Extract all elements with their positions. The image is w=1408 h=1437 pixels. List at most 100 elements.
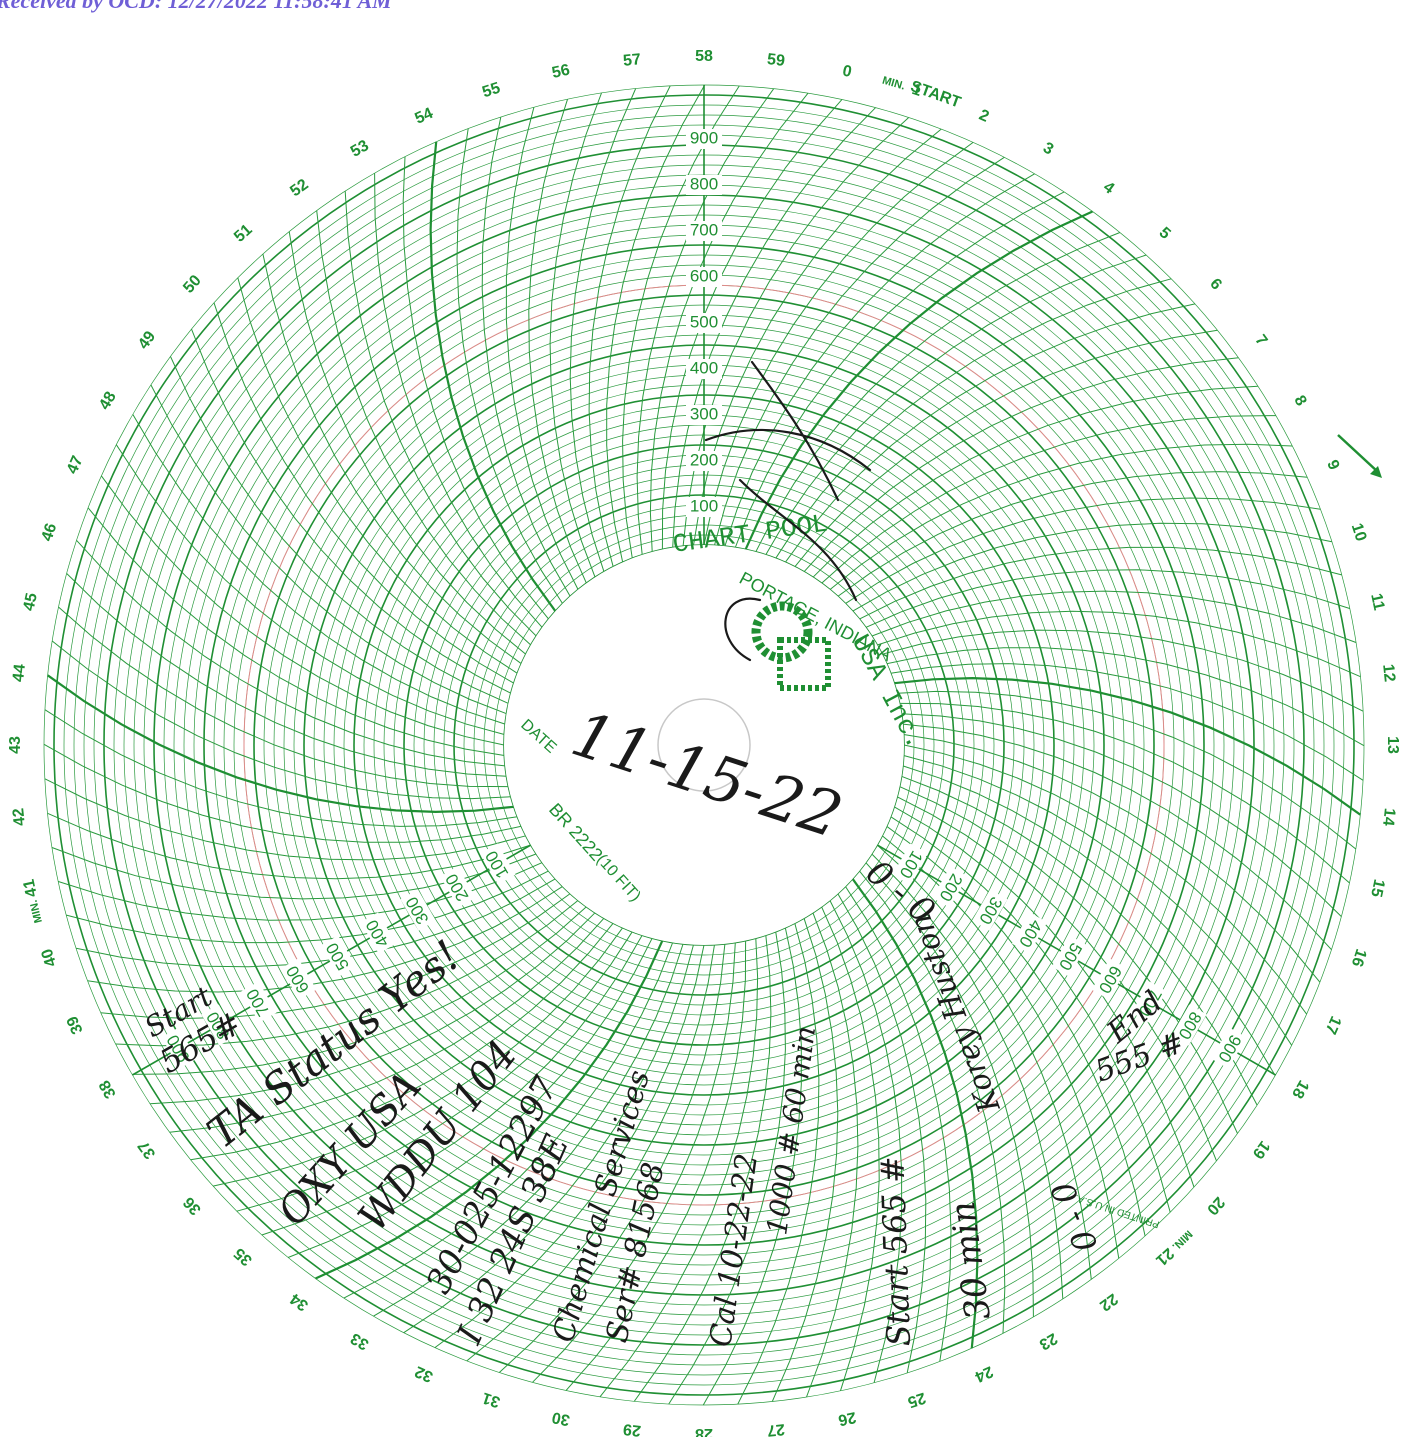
time-arc xyxy=(87,885,563,993)
time-arc xyxy=(100,475,505,746)
minute-label: 48 xyxy=(96,389,120,413)
minute-label: 30 xyxy=(550,1408,571,1428)
minute-label: 42 xyxy=(10,807,29,827)
time-arc xyxy=(821,906,880,1391)
minute-label: 58 xyxy=(695,48,713,65)
minute-label: 45 xyxy=(21,591,41,612)
min-label: MIN. xyxy=(1169,1228,1194,1253)
time-arc xyxy=(87,507,505,756)
time-arc xyxy=(66,573,507,777)
time-arc xyxy=(803,357,1239,573)
minute-label: 0 xyxy=(841,62,853,81)
time-arc xyxy=(456,128,564,604)
scale-label: 900 xyxy=(690,128,718,147)
time-arc xyxy=(821,415,1276,584)
minute-label: 9 xyxy=(1323,458,1342,473)
time-arc xyxy=(902,765,1276,1076)
hand-line14: 0 - 0 xyxy=(1043,1176,1105,1257)
minute-label: 37 xyxy=(135,1137,159,1161)
minute-label: 50 xyxy=(180,272,205,297)
minute-label: 8 xyxy=(1290,393,1309,409)
minute-label: 41 xyxy=(21,877,41,898)
time-arc xyxy=(812,385,1258,578)
time-arc xyxy=(859,870,1006,1334)
time-arc xyxy=(58,606,509,788)
minute-label: 16 xyxy=(1348,947,1370,969)
minute-label: 28 xyxy=(695,1425,713,1437)
time-arc xyxy=(51,640,511,800)
time-arc xyxy=(565,940,747,1391)
minute-label: 35 xyxy=(231,1244,256,1269)
time-arc xyxy=(169,917,605,1133)
pressure-scales: 1002003004005006007008009001002003004005… xyxy=(132,85,1276,1076)
time-arc xyxy=(373,943,684,1317)
time-arc xyxy=(315,940,664,1280)
time-arc xyxy=(865,862,1034,1317)
time-arc xyxy=(837,471,1308,597)
minute-label: 4 xyxy=(1100,179,1117,198)
center-hole xyxy=(657,698,751,792)
start-label: START xyxy=(908,78,963,112)
time-arc xyxy=(288,231,527,655)
minute-label: 3 xyxy=(1040,139,1056,158)
time-arc xyxy=(213,302,515,684)
scale-label: 100 xyxy=(690,496,718,515)
time-arc xyxy=(744,210,1093,550)
time-arc xyxy=(806,912,859,1398)
minute-label: 6 xyxy=(1206,275,1225,293)
time-arc xyxy=(150,384,507,715)
time-arc xyxy=(871,853,1064,1299)
minute-label: 12 xyxy=(1379,663,1398,683)
time-arc xyxy=(66,870,549,944)
minute-label: 44 xyxy=(10,663,29,683)
time-arc xyxy=(466,944,715,1362)
hand-line8: Cal 10-22-22 xyxy=(703,1151,765,1349)
time-arc xyxy=(672,107,876,548)
time-arc xyxy=(115,900,579,1047)
minute-label: 7 xyxy=(1251,332,1270,349)
time-arc xyxy=(903,755,1293,1046)
minute-label: 51 xyxy=(231,221,256,246)
time-arc xyxy=(569,88,637,572)
time-arc xyxy=(901,713,1342,917)
time-arc xyxy=(528,99,587,584)
time-arc xyxy=(599,938,759,1398)
hand-line12: 30 min xyxy=(943,1199,999,1323)
scale-label: 800 xyxy=(690,174,718,193)
time-arc xyxy=(871,590,1357,643)
time-arc xyxy=(877,610,1361,678)
minute-label: 2 xyxy=(976,107,991,126)
hand-line10: Start 565 # xyxy=(873,1156,918,1347)
minute-label: 40 xyxy=(39,946,61,968)
time-arc xyxy=(44,778,526,861)
cp-logo-icon xyxy=(751,601,831,691)
time-arc xyxy=(588,85,671,567)
time-arc xyxy=(865,569,1350,628)
minute-label: 18 xyxy=(1288,1077,1312,1101)
minute-label: 13 xyxy=(1384,736,1401,754)
time-arc xyxy=(47,674,514,814)
minute-label: 27 xyxy=(766,1420,786,1437)
time-arc xyxy=(649,92,809,552)
time-arc xyxy=(150,912,596,1105)
time-arc xyxy=(403,944,694,1334)
time-arc xyxy=(737,923,820,1405)
time-arc xyxy=(481,117,571,597)
minute-label: 36 xyxy=(180,1193,205,1218)
time-arc xyxy=(897,690,1357,850)
time-arc xyxy=(212,927,624,1187)
scale-label: 400 xyxy=(690,358,718,377)
time-arc xyxy=(344,191,537,637)
time-arc xyxy=(902,723,1332,951)
minute-label: 17 xyxy=(1321,1013,1344,1036)
time-arc xyxy=(765,254,1147,556)
time-arc xyxy=(316,210,532,646)
minute-label: 52 xyxy=(287,176,311,200)
time-arc xyxy=(852,522,1332,612)
minute-label: 32 xyxy=(412,1362,435,1385)
time-arc xyxy=(434,944,705,1349)
time-arc xyxy=(429,141,557,612)
minute-label: 31 xyxy=(480,1389,502,1411)
minute-label: 5 xyxy=(1156,224,1174,243)
